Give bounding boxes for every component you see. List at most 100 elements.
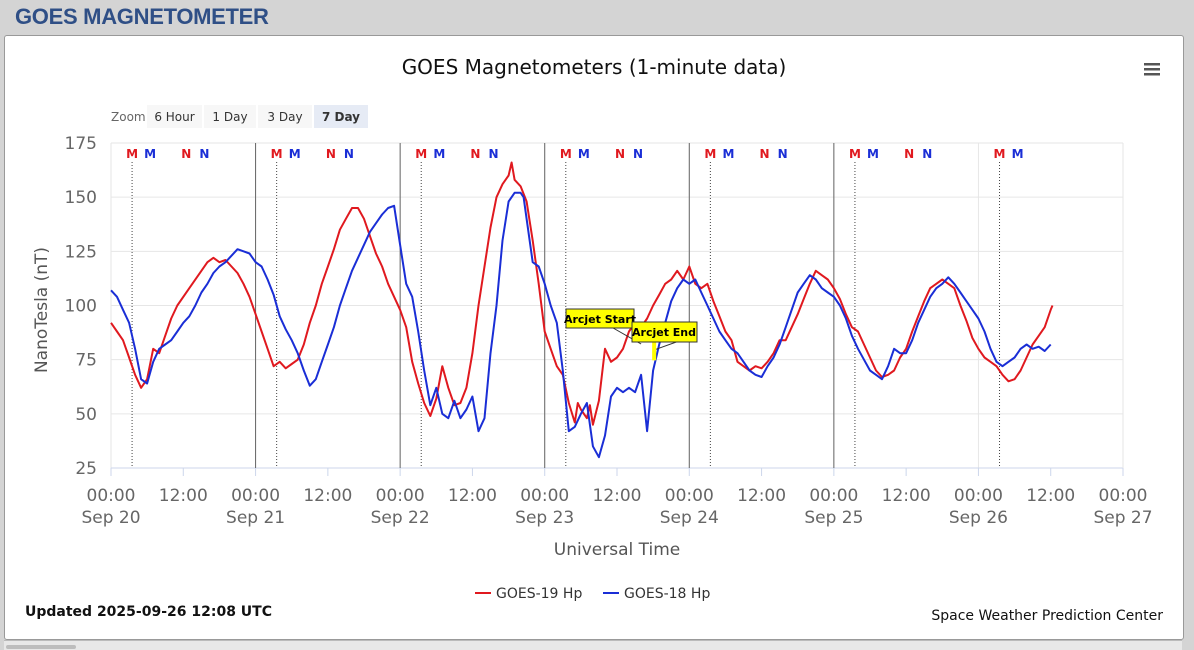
day-marker-n: N [488,147,498,161]
day-marker-m: M [849,147,861,161]
day-marker-n: N [760,147,770,161]
annotation-connector [652,340,680,351]
zoom-button-bg [258,105,312,128]
y-tick-label: 125 [65,242,97,262]
zoom-buttons: 6 Hour 1 Day 3 Day 7 Day [147,105,368,128]
arcjet-start-label: Arcjet Start [564,313,636,326]
page-title: GOES MAGNETOMETER [15,4,269,29]
x-tick-label: 12:00 [593,486,642,506]
x-tick-date-label: Sep 23 [515,508,574,528]
day-marker-n: N [470,147,480,161]
legend-label: GOES-19 Hp [496,586,582,602]
zoom-label: Zoom [111,110,146,124]
hamburger-menu-icon[interactable] [1141,61,1163,81]
x-tick-date-label: Sep 22 [371,508,430,528]
y-tick-label: 100 [65,297,97,317]
x-tick-label: 12:00 [882,486,931,506]
x-tick-label: 00:00 [231,486,280,506]
day-marker-m: M [560,147,572,161]
x-tick-date-label: Sep 25 [804,508,863,528]
legend-item-goes-19-hp[interactable]: GOES-19 Hp [475,586,582,602]
day-marker-n: N [199,147,209,161]
x-tick-label: 00:00 [376,486,425,506]
series-lines [110,161,1054,459]
series-line-goes-19-hp [110,161,1054,426]
day-marker-m: M [867,147,879,161]
day-marker-m: M [578,147,590,161]
chart-title: GOES Magnetometers (1-minute data) [402,55,787,79]
chart-panel: GOES Magnetometers (1-minute data) Zoom … [4,35,1184,640]
x-tick-label: 00:00 [809,486,858,506]
zoom-button-label: 7 Day [322,110,360,124]
arcjet-span-highlight [652,340,657,361]
scrollbar-track[interactable] [4,640,1182,650]
y-axis: 25 50 75 100 125 150 175 [65,134,97,479]
day-marker-m: M [126,147,138,161]
arcjet-end-label: Arcjet End [632,326,696,339]
series-line-goes-18-hp [110,191,1052,459]
x-tick-label: 00:00 [87,486,136,506]
zoom-button-3-day[interactable]: 3 Day [258,105,312,128]
y-tick-label: 25 [75,459,97,479]
x-tick-label: 00:00 [665,486,714,506]
x-tick-label: 12:00 [448,486,497,506]
day-marker-m: M [1012,147,1024,161]
zoom-button-bg [147,105,202,128]
arcjet-end-box [631,321,698,343]
day-boundary-lines [255,143,835,468]
x-tick-date-label: Sep 27 [1093,508,1152,528]
x-axis-title: Universal Time [554,540,680,560]
credit-text: Space Weather Prediction Center [931,608,1163,624]
day-marker-m: M [994,147,1006,161]
x-tick-label: 00:00 [1099,486,1148,506]
x-tick-label: 12:00 [303,486,352,506]
day-marker-m: M [289,147,301,161]
x-tick-date-label: Sep 21 [226,508,285,528]
day-marker-m: M [704,147,716,161]
day-marker-m: M [433,147,445,161]
legend-label: GOES-18 Hp [624,586,710,602]
x-tick-date-label: Sep 26 [949,508,1008,528]
day-marker-m: M [144,147,156,161]
y-tick-label: 50 [75,405,97,425]
magnetometer-chart: GOES Magnetometers (1-minute data) Zoom … [25,55,1163,624]
x-tick-label: 00:00 [954,486,1003,506]
day-marker-m: M [415,147,427,161]
day-marker-m: M [722,147,734,161]
day-marker-m: M [271,147,283,161]
legend: GOES-19 Hp GOES-18 Hp [475,586,710,602]
day-marker-n: N [633,147,643,161]
zoom-button-label: 3 Day [267,110,302,124]
scrollbar-thumb[interactable] [6,645,76,649]
y-axis-title: NanoTesla (nT) [32,247,52,373]
x-tick-label: 12:00 [737,486,786,506]
day-marker-n: N [904,147,914,161]
arcjet-start-box [565,308,635,329]
x-tick-date-label: Sep 24 [660,508,719,528]
zoom-button-1-day[interactable]: 1 Day [204,105,256,128]
x-tick-label: 00:00 [520,486,569,506]
day-marker-n: N [181,147,191,161]
grid [110,142,1124,469]
zoom-button-label: 1 Day [212,110,247,124]
y-tick-label: 150 [65,188,97,208]
x-tick-label: 12:00 [159,486,208,506]
day-marker-n: N [326,147,336,161]
x-tick-date-label: Sep 20 [81,508,140,528]
legend-item-goes-18-hp[interactable]: GOES-18 Hp [603,586,710,602]
zoom-button-bg [314,105,368,128]
y-tick-label: 75 [75,351,97,371]
zoom-button-bg [204,105,256,128]
x-tick-label: 12:00 [1026,486,1075,506]
day-marker-n: N [615,147,625,161]
zoom-button-6-hour[interactable]: 6 Hour [147,105,202,128]
zoom-button-label: 6 Hour [154,110,194,124]
day-marker-n: N [778,147,788,161]
zoom-button-7-day[interactable]: 7 Day [314,105,368,128]
day-marker-n: N [922,147,932,161]
day-marker-n: N [344,147,354,161]
updated-text: Updated 2025-09-26 12:08 UTC [25,604,272,620]
